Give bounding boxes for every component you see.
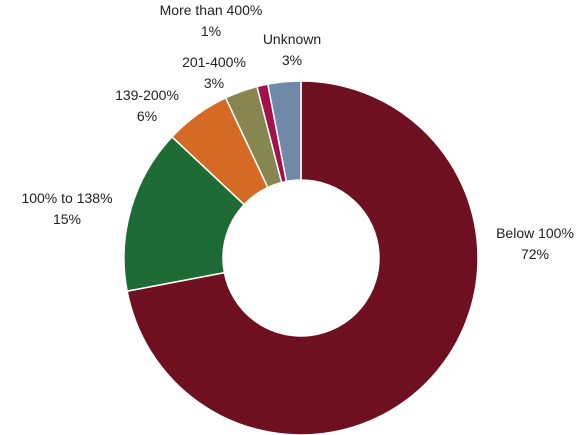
slice-label-unknown: Unknown 3% — [263, 31, 321, 68]
slice-category-label: Unknown — [263, 31, 321, 47]
slice-category-label: 139-200% — [115, 87, 179, 103]
slice-value-label: 6% — [137, 108, 157, 124]
donut-slice-unknown — [266, 80, 302, 183]
donut-slices — [123, 80, 479, 435]
slice-category-label: 100% to 138% — [21, 190, 112, 206]
slice-category-label: 201-400% — [182, 54, 246, 70]
slice-category-label: More than 400% — [160, 2, 263, 18]
slice-value-label: 3% — [282, 52, 302, 68]
donut-slice-below-100 — [126, 80, 479, 435]
slice-label-100-to-138: 100% to 138% 15% — [21, 190, 112, 227]
slice-value-label: 1% — [201, 23, 221, 39]
slice-value-label: 3% — [204, 75, 224, 91]
slice-label-more-than-400: More than 400% 1% — [160, 2, 263, 39]
slice-label-201-400: 201-400% 3% — [182, 54, 246, 91]
slice-label-below-100: Below 100% 72% — [496, 225, 574, 262]
slice-label-139-200: 139-200% 6% — [115, 87, 179, 124]
slice-category-label: Below 100% — [496, 225, 574, 241]
donut-slice-100-to-138 — [123, 135, 246, 293]
slice-value-label: 15% — [53, 211, 81, 227]
slice-labels: Below 100% 72% 100% to 138% 15% 139-200% 6% 20… — [21, 2, 573, 262]
slice-value-label: 72% — [521, 246, 549, 262]
